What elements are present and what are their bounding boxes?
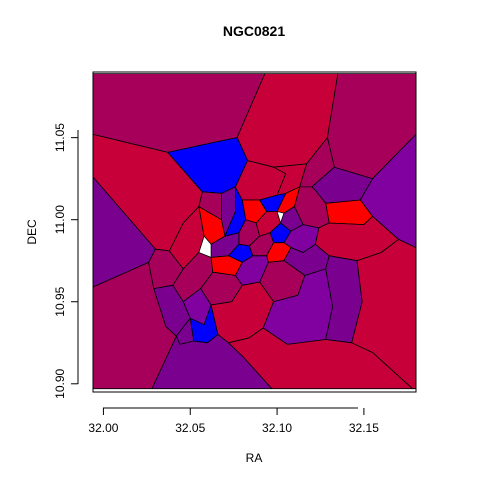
- x-tick-label: 32.00: [88, 421, 118, 435]
- plot-frame: [92, 71, 417, 393]
- y-tick-label: 10.95: [53, 286, 67, 316]
- y-axis: 10.90 10.95 11.00 11.05: [53, 123, 79, 399]
- x-tick-label: 32.10: [262, 421, 292, 435]
- y-axis-label: DEC: [25, 219, 39, 245]
- x-axis: 32.00 32.05 32.10 32.15: [88, 407, 379, 435]
- x-tick-label: 32.15: [349, 421, 379, 435]
- y-tick-label: 11.00: [53, 205, 67, 234]
- y-tick-label: 11.05: [53, 123, 67, 152]
- voronoi-cell-47: [351, 238, 417, 390]
- chart-title: NGC0821: [223, 23, 285, 39]
- voronoi-cells: [92, 73, 417, 390]
- x-axis-label: RA: [246, 451, 263, 465]
- x-tick-label: 32.05: [175, 421, 205, 435]
- y-tick-label: 10.90: [53, 368, 67, 398]
- voronoi-cell-49: [228, 327, 413, 390]
